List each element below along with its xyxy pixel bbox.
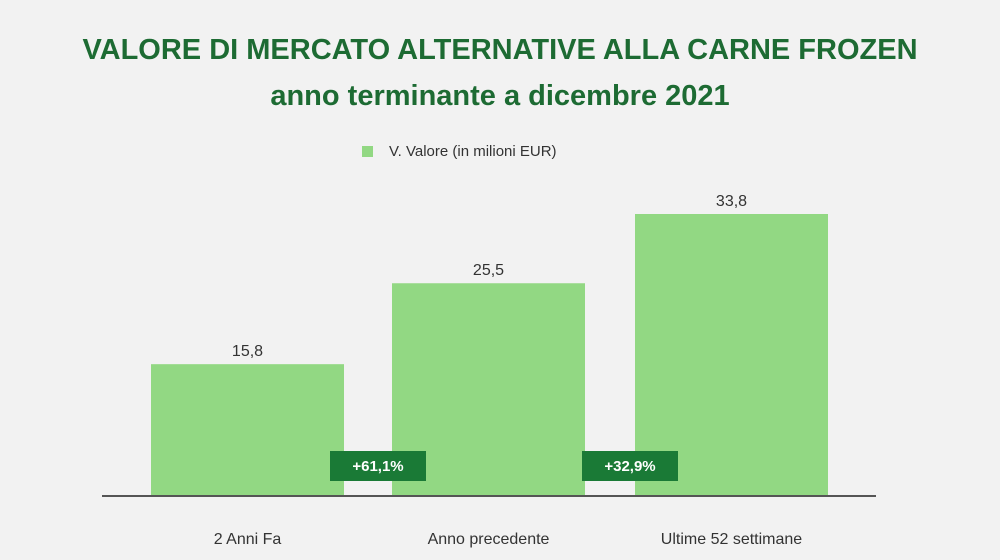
growth-badge-label: +32,9% (604, 458, 655, 475)
bar (635, 214, 828, 496)
legend-label: V. Valore (in milioni EUR) (389, 142, 557, 160)
x-tick-label: Anno precedente (428, 531, 550, 548)
growth-badge-label: +61,1% (352, 458, 403, 475)
x-tick-label: Ultime 52 settimane (661, 531, 802, 548)
data-label: 25,5 (473, 262, 504, 279)
chart-title: VALORE DI MERCATO ALTERNATIVE ALLA CARNE… (82, 34, 918, 66)
bar (151, 364, 344, 496)
data-label: 33,8 (716, 193, 747, 210)
x-tick-label: 2 Anni Fa (214, 531, 282, 548)
chart-legend: V. Valore (in milioni EUR) (362, 140, 557, 162)
data-label: 15,8 (232, 343, 263, 360)
growth-badge (582, 451, 678, 481)
chart-subtitle: anno terminante a dicembre 2021 (270, 80, 730, 112)
growth-badge (330, 451, 426, 481)
legend-swatch (362, 145, 373, 157)
